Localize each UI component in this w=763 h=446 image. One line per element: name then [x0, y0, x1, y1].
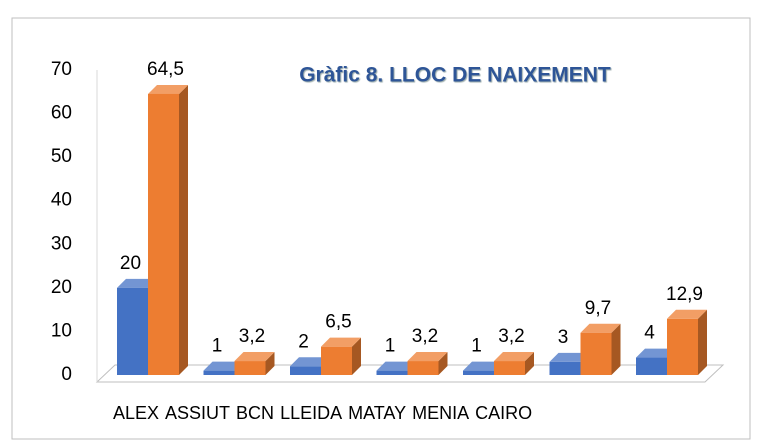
bar-top [117, 278, 157, 288]
bar-front [667, 318, 698, 375]
x-tick-label: ASSIUT [165, 403, 231, 423]
data-label: 1 [385, 336, 396, 357]
bar-side [525, 352, 534, 375]
x-tick-label: BCN [236, 403, 275, 423]
bar-front [636, 357, 667, 375]
data-label: 4 [644, 323, 655, 344]
x-tick-label: MATAY [348, 403, 407, 423]
bar-front [376, 370, 408, 375]
data-label: 1 [212, 336, 223, 357]
chart-border [11, 17, 751, 440]
x-tick-label: LLEIDA [280, 403, 343, 423]
chart-title: Gràfic 8. LLOC DE NAIXEMENT [299, 64, 611, 87]
bar-top [376, 361, 417, 371]
bar-front [463, 370, 494, 375]
bar-front [203, 370, 235, 375]
bar-front [407, 361, 439, 375]
bar-front [290, 366, 321, 375]
bar [407, 352, 448, 375]
bar [494, 352, 534, 375]
data-label: 3 [558, 327, 569, 348]
data-label: 20 [120, 253, 141, 274]
bar-side [611, 323, 621, 375]
y-tick-label: 20 [51, 277, 72, 298]
bar-top [549, 352, 590, 362]
bar-top [290, 357, 330, 367]
bar-top [636, 348, 676, 358]
bar-top [667, 309, 707, 319]
bar-top [407, 352, 448, 362]
data-label: 9,7 [585, 298, 611, 319]
y-tick-label: 0 [61, 364, 72, 385]
y-tick-label: 40 [51, 190, 72, 211]
category-labels: ALEX ASSIUT BCN LLEIDA MATAY MENIA CAIRO [113, 403, 532, 424]
bar-side [438, 352, 448, 375]
x-tick-label: MENIA [412, 403, 470, 423]
bar-side [698, 309, 707, 375]
data-label: 3,2 [412, 326, 438, 347]
y-tick-label: 10 [51, 320, 72, 341]
x-tick-label: ALEX [113, 403, 160, 423]
y-tick-label: 50 [51, 146, 72, 167]
bar-front [580, 332, 612, 375]
bar-top [494, 352, 534, 362]
bar-front [494, 361, 525, 375]
data-label: 64,5 [147, 59, 184, 80]
bar-front [148, 93, 179, 375]
y-tick-label: 70 [51, 59, 72, 80]
data-label: 3,2 [239, 326, 265, 347]
data-label: 6,5 [325, 312, 351, 333]
bar-front [549, 361, 581, 375]
bar [148, 84, 188, 375]
bar [321, 337, 361, 375]
x-tick-label: CAIRO [475, 403, 533, 423]
bar-front [321, 346, 352, 375]
y-tick-label: 60 [51, 103, 72, 124]
bar-side [179, 84, 188, 375]
y-tick-label: 30 [51, 233, 72, 254]
bar-front [117, 287, 148, 375]
bar-front [234, 361, 266, 375]
data-label: 1 [471, 336, 482, 357]
data-label: 3,2 [498, 326, 524, 347]
bar [580, 323, 621, 375]
bar-side [265, 352, 275, 375]
bar-top [463, 361, 503, 371]
bar-top [321, 337, 361, 347]
bar [667, 309, 707, 375]
data-label: 12,9 [666, 284, 703, 305]
bar-top [203, 361, 244, 371]
bar-top [234, 352, 275, 362]
bar-top [148, 84, 188, 94]
bar-side [352, 337, 361, 375]
bar [234, 352, 275, 375]
bar-top [580, 323, 621, 333]
data-label: 2 [298, 331, 309, 352]
